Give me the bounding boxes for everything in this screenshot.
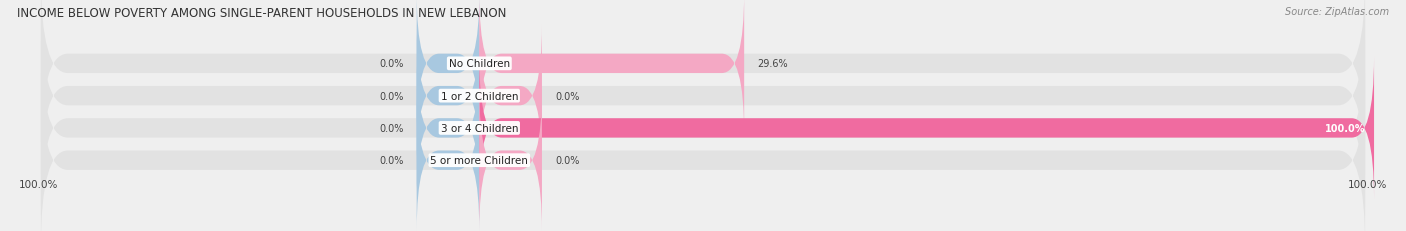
Text: 3 or 4 Children: 3 or 4 Children xyxy=(440,123,517,133)
Text: 29.6%: 29.6% xyxy=(758,59,789,69)
Text: 1 or 2 Children: 1 or 2 Children xyxy=(440,91,517,101)
Text: 5 or more Children: 5 or more Children xyxy=(430,155,529,165)
FancyBboxPatch shape xyxy=(41,74,1365,231)
Text: Source: ZipAtlas.com: Source: ZipAtlas.com xyxy=(1285,7,1389,17)
Text: 0.0%: 0.0% xyxy=(378,91,404,101)
Text: 0.0%: 0.0% xyxy=(378,123,404,133)
FancyBboxPatch shape xyxy=(416,0,479,135)
Text: INCOME BELOW POVERTY AMONG SINGLE-PARENT HOUSEHOLDS IN NEW LEBANON: INCOME BELOW POVERTY AMONG SINGLE-PARENT… xyxy=(17,7,506,20)
FancyBboxPatch shape xyxy=(41,0,1365,151)
Text: 100.0%: 100.0% xyxy=(1324,123,1365,133)
Text: 100.0%: 100.0% xyxy=(18,180,58,190)
FancyBboxPatch shape xyxy=(479,58,1374,199)
FancyBboxPatch shape xyxy=(479,25,541,167)
Text: 0.0%: 0.0% xyxy=(378,155,404,165)
Text: 100.0%: 100.0% xyxy=(1348,180,1388,190)
Text: 0.0%: 0.0% xyxy=(555,91,579,101)
FancyBboxPatch shape xyxy=(41,9,1365,183)
FancyBboxPatch shape xyxy=(416,58,479,199)
Text: No Children: No Children xyxy=(449,59,510,69)
FancyBboxPatch shape xyxy=(41,42,1365,215)
FancyBboxPatch shape xyxy=(416,25,479,167)
FancyBboxPatch shape xyxy=(479,0,744,135)
Text: 0.0%: 0.0% xyxy=(378,59,404,69)
Text: 0.0%: 0.0% xyxy=(555,155,579,165)
FancyBboxPatch shape xyxy=(479,90,541,231)
FancyBboxPatch shape xyxy=(416,90,479,231)
